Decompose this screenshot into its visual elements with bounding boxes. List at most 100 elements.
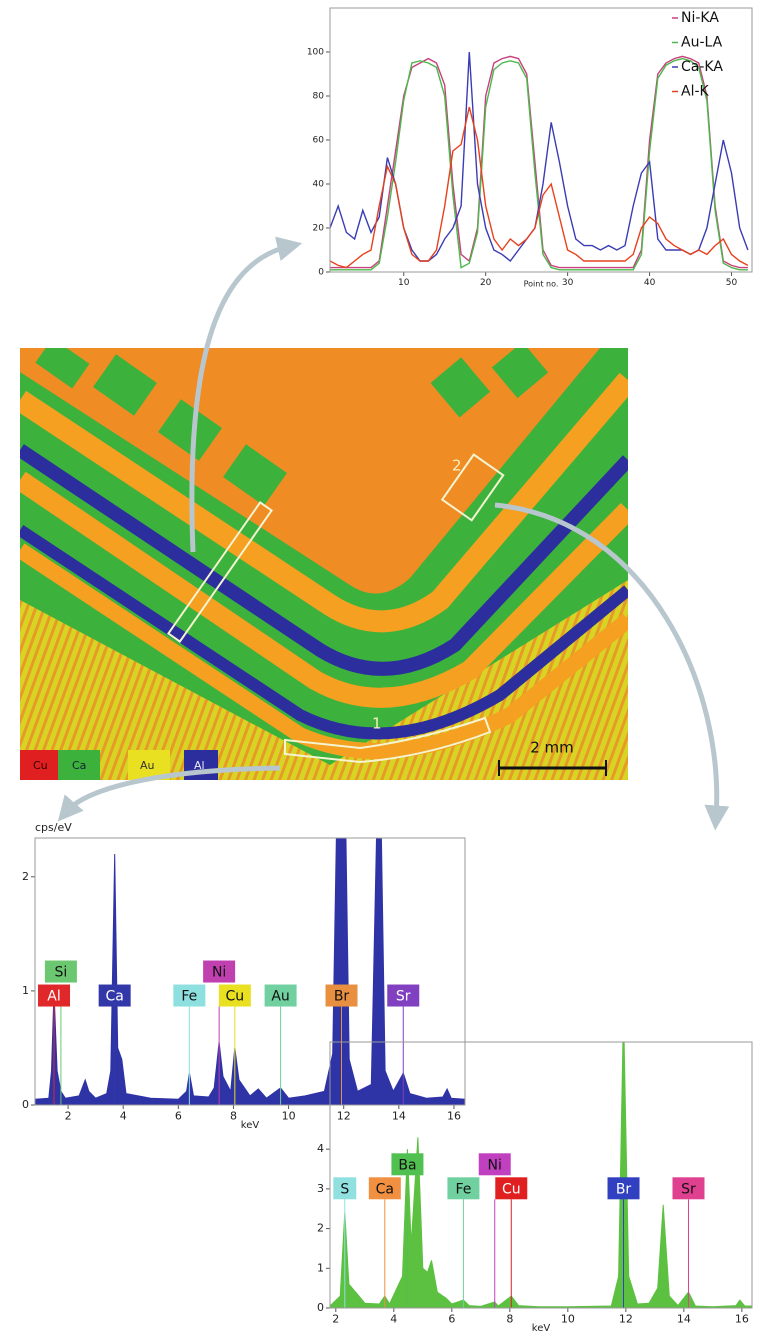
legend-label: Al xyxy=(194,759,205,772)
chart: 10 20 30 40 50 0 20 40 60 80 100 Point no. Ni-KA Au-L… xyxy=(307,7,753,289)
annotation-box xyxy=(391,1153,424,1176)
y-tick-label: 0 xyxy=(318,268,324,278)
plot xyxy=(330,51,749,271)
x-tick-label: 10 xyxy=(282,1110,296,1123)
scale-label: 2 mm xyxy=(530,739,574,757)
plot-frame xyxy=(329,1041,753,1309)
x-tick-label: 16 xyxy=(447,1110,461,1123)
plot-frame xyxy=(329,7,753,273)
y-tick-label: 40 xyxy=(313,180,325,190)
annotation-label: Ca xyxy=(376,1181,394,1197)
arrow xyxy=(57,765,281,822)
x-axis-label: keV xyxy=(532,1323,551,1334)
annotation-box xyxy=(495,1177,528,1200)
annotation-box xyxy=(607,1177,640,1200)
x-tick-label: 6 xyxy=(175,1110,182,1123)
x-tick-label: 8 xyxy=(230,1110,237,1123)
x-tick-label: 12 xyxy=(337,1110,351,1123)
series-line xyxy=(330,106,749,269)
x-tick-label: 10 xyxy=(561,1313,575,1326)
annotation-label: Fe xyxy=(455,1181,471,1197)
annotation-label: S xyxy=(340,1181,349,1197)
x-tick-label: 40 xyxy=(644,278,656,288)
plot xyxy=(35,838,465,1105)
y-tick-label: 0 xyxy=(317,1301,324,1314)
y-tick-label: 3 xyxy=(317,1182,324,1195)
y-tick-label: 4 xyxy=(317,1142,324,1155)
annotation-label: Br xyxy=(616,1181,632,1197)
annotation-box xyxy=(44,960,77,983)
arrow xyxy=(494,502,730,831)
annotation-box xyxy=(672,1177,705,1200)
plot-frame xyxy=(34,837,466,1106)
area-fill xyxy=(35,838,465,1105)
x-tick-label: 20 xyxy=(480,278,492,288)
x-tick-label: 4 xyxy=(390,1313,397,1326)
y-tick-label: 80 xyxy=(313,92,325,102)
map-track xyxy=(20,444,628,676)
annotation-box xyxy=(387,984,420,1007)
y-axis-label: cps/eV xyxy=(35,821,72,834)
x-tick-label: 30 xyxy=(562,278,574,288)
annotation-label: Ni xyxy=(212,965,226,981)
x-tick-label: 4 xyxy=(120,1110,127,1123)
region-label: 1 xyxy=(372,715,382,733)
legend-label: Au xyxy=(140,759,155,772)
x-axis-label: keV xyxy=(241,1120,260,1131)
arrow xyxy=(189,236,303,553)
map-pads xyxy=(35,348,549,506)
annotation-label: Ca xyxy=(105,989,123,1005)
annotation-label: Ni xyxy=(488,1157,502,1173)
map-track xyxy=(20,471,628,708)
legend-swatch xyxy=(20,750,58,780)
legend-swatch xyxy=(58,750,100,780)
annotation-label: Fe xyxy=(181,989,197,1005)
annotation-box xyxy=(38,984,71,1007)
area-line xyxy=(35,838,465,1100)
x-tick-label: 2 xyxy=(65,1110,72,1123)
annotation-box xyxy=(203,960,236,983)
x-tick-label: 14 xyxy=(392,1110,406,1123)
map-track xyxy=(20,524,628,740)
x-tick-label: 6 xyxy=(448,1313,455,1326)
annotation-label: Al xyxy=(47,989,60,1005)
annotation-box xyxy=(325,984,358,1007)
y-tick-label: 1 xyxy=(317,1261,324,1274)
x-tick-label: 12 xyxy=(619,1313,633,1326)
annotation-box xyxy=(264,984,297,1007)
y-tick-label: 100 xyxy=(307,48,324,58)
annotation-label: Cu xyxy=(502,1181,521,1197)
annotation-label: Sr xyxy=(396,989,411,1005)
element-map: Cu Ca Au Al 1 2 2 mm xyxy=(20,348,628,780)
legend-label: Au-LA xyxy=(681,35,723,51)
legend-label: Cu xyxy=(33,759,48,772)
y-tick-label: 1 xyxy=(22,984,29,997)
x-tick-label: 50 xyxy=(726,278,738,288)
annotation-box xyxy=(478,1153,511,1176)
region-label: 2 xyxy=(452,457,462,475)
annotation-label: Br xyxy=(334,989,350,1005)
annotation-box xyxy=(98,984,131,1007)
annotation-label: Sr xyxy=(681,1181,696,1197)
annotation-box xyxy=(447,1177,480,1200)
legend-label: Ni-KA xyxy=(681,10,719,26)
annotation-label: Cu xyxy=(226,989,245,1005)
map-roi xyxy=(166,453,505,764)
arrows xyxy=(57,236,730,831)
y-tick-label: 2 xyxy=(22,870,29,883)
y-tick-label: 20 xyxy=(313,224,325,234)
annotation-box xyxy=(173,984,206,1007)
annotation-label: Si xyxy=(55,965,68,981)
y-tick-label: 0 xyxy=(22,1098,29,1111)
annotation-box xyxy=(368,1177,401,1200)
y-tick-label: 60 xyxy=(313,136,325,146)
legend-label: Ca-KA xyxy=(681,59,723,75)
x-tick-label: 14 xyxy=(677,1313,691,1326)
x-tick-label: 8 xyxy=(506,1313,513,1326)
map-track xyxy=(20,372,628,633)
legend-label: Al-K xyxy=(681,84,710,100)
annotation-box xyxy=(333,1177,357,1200)
